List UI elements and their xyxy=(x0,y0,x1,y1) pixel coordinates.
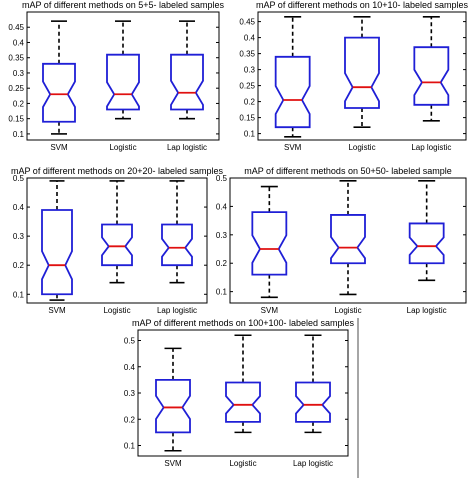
box-3 xyxy=(295,334,331,434)
y-tick-label: 0.25 xyxy=(8,84,24,93)
box-2 xyxy=(225,334,261,434)
chart-title: mAP of different methods on 10+10- label… xyxy=(256,0,469,10)
category-label: Lap logistic xyxy=(407,306,447,315)
y-tick-label: 0.1 xyxy=(13,130,25,139)
category-label: SVM xyxy=(48,306,66,315)
box-2 xyxy=(106,20,140,120)
y-tick-label: 0.2 xyxy=(124,415,136,424)
box-1 xyxy=(42,20,76,135)
y-tick-label: 0.2 xyxy=(216,259,228,268)
y-tick-label: 0.45 xyxy=(239,18,255,27)
box-1 xyxy=(251,185,288,299)
category-label: Logistic xyxy=(103,306,130,315)
notched-box xyxy=(251,211,288,276)
category-label: Lap logistic xyxy=(157,306,197,315)
y-tick-label: 0.15 xyxy=(239,114,255,123)
y-tick-label: 0.2 xyxy=(244,98,256,107)
notched-box xyxy=(155,378,191,434)
y-tick-label: 0.3 xyxy=(124,389,136,398)
box-1 xyxy=(274,15,311,138)
box-3 xyxy=(170,20,204,120)
notched-box xyxy=(225,381,261,423)
notched-box xyxy=(101,223,133,267)
y-tick-label: 0.4 xyxy=(13,203,25,212)
box-1 xyxy=(155,347,191,452)
y-tick-label: 0.25 xyxy=(239,82,255,91)
y-tick-label: 0.5 xyxy=(216,174,228,183)
box-3 xyxy=(413,15,450,122)
notched-box xyxy=(344,36,380,109)
notched-box xyxy=(161,223,193,267)
category-label: Logistic xyxy=(348,143,375,152)
notched-box xyxy=(295,381,331,423)
y-tick-label: 0.3 xyxy=(13,232,25,241)
y-tick-label: 0.1 xyxy=(244,130,256,139)
y-tick-label: 0.1 xyxy=(124,442,136,451)
chart-panel-5: mAP of different methods on 100+100- lab… xyxy=(124,318,355,468)
category-label: SVM xyxy=(284,143,302,152)
category-label: SVM xyxy=(164,459,182,468)
box-1 xyxy=(41,180,73,301)
notched-box xyxy=(106,53,140,111)
category-label: Logistic xyxy=(109,143,136,152)
category-label: Lap logistic xyxy=(167,143,207,152)
notched-box xyxy=(170,53,204,111)
category-label: SVM xyxy=(261,306,279,315)
y-tick-label: 0.4 xyxy=(216,202,228,211)
y-tick-label: 0.2 xyxy=(13,99,25,108)
y-tick-label: 0.4 xyxy=(13,38,25,47)
y-tick-label: 0.35 xyxy=(8,54,24,63)
chart-panel-2: mAP of different methods on 10+10- label… xyxy=(239,0,468,152)
y-tick-label: 0.35 xyxy=(239,50,255,59)
category-label: Lap logistic xyxy=(293,459,333,468)
box-2 xyxy=(101,180,133,284)
y-tick-label: 0.3 xyxy=(244,66,256,75)
chart-title: mAP of different methods on 5+5- labeled… xyxy=(22,0,225,10)
y-tick-label: 0.2 xyxy=(13,261,25,270)
y-tick-label: 0.1 xyxy=(216,288,228,297)
box-3 xyxy=(161,180,193,284)
y-tick-label: 0.15 xyxy=(8,115,24,124)
plot-frame xyxy=(26,177,208,304)
box-3 xyxy=(408,180,445,282)
notched-box xyxy=(413,46,450,106)
chart-panel-1: mAP of different methods on 5+5- labeled… xyxy=(8,0,224,152)
y-tick-label: 0.5 xyxy=(124,337,136,346)
notched-box xyxy=(274,55,311,129)
notched-box xyxy=(41,209,73,296)
chart-title: mAP of different methods on 100+100- lab… xyxy=(132,318,355,328)
category-label: Logistic xyxy=(229,459,256,468)
category-label: Logistic xyxy=(334,306,361,315)
category-label: Lap logistic xyxy=(411,143,451,152)
notched-box xyxy=(330,214,366,265)
notched-box xyxy=(408,222,445,265)
y-tick-label: 0.4 xyxy=(124,363,136,372)
box-2 xyxy=(330,180,366,296)
y-tick-label: 0.1 xyxy=(13,290,25,299)
y-tick-label: 0.3 xyxy=(13,69,25,78)
y-tick-label: 0.5 xyxy=(13,174,25,183)
chart-panel-4: mAP of different methods on 50+50- label… xyxy=(216,166,467,315)
box-2 xyxy=(344,15,380,128)
chart-title: mAP of different methods on 50+50- label… xyxy=(244,166,452,176)
y-tick-label: 0.45 xyxy=(8,23,24,32)
y-tick-label: 0.4 xyxy=(244,34,256,43)
chart-title: mAP of different methods on 20+20- label… xyxy=(11,166,224,176)
y-tick-label: 0.3 xyxy=(216,231,228,240)
notched-box xyxy=(42,62,76,123)
chart-panel-3: mAP of different methods on 20+20- label… xyxy=(11,166,224,315)
category-label: SVM xyxy=(50,143,68,152)
